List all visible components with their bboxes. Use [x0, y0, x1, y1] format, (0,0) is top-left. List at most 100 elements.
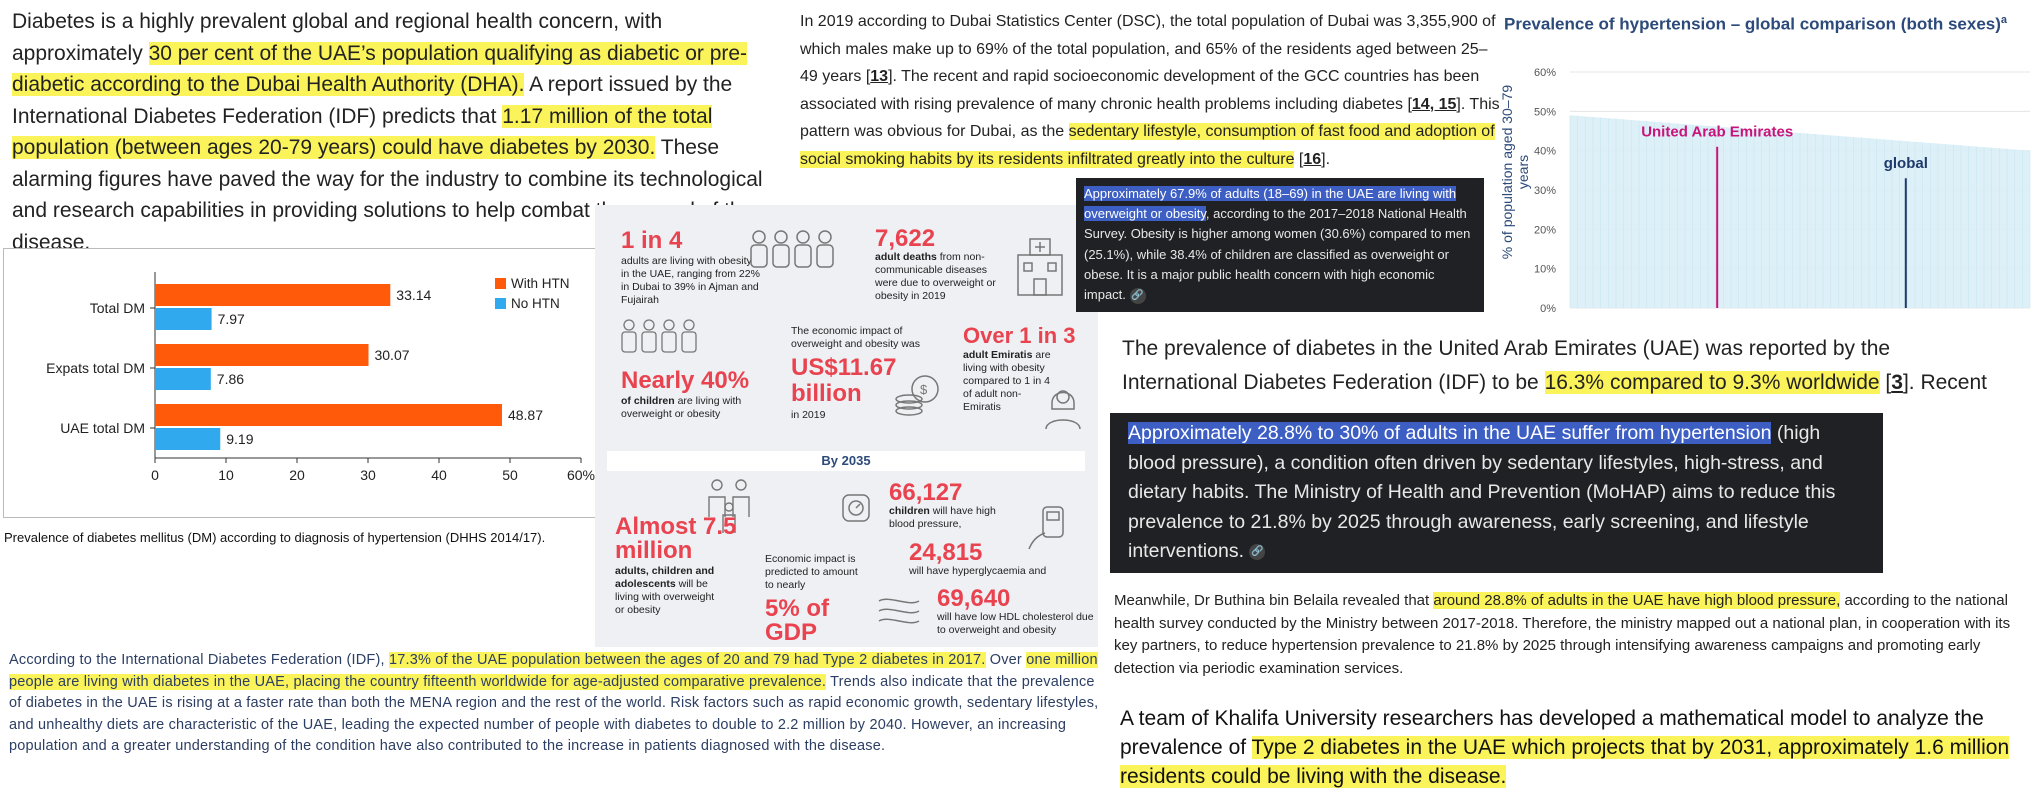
stat-text: adult deaths from non-communicable disea…: [875, 251, 996, 302]
obesity-infographic: 1 in 4 adults are living with obesity in…: [595, 205, 1098, 647]
stat-5-gdp: 5% of GDP: [765, 595, 830, 646]
diabetes-bar-chart: 0 10 20 30 40 50 60% Total DM 33.14 7.97 Expats to…: [3, 248, 597, 518]
stat-text: will have low HDL cholesterol due to ove…: [937, 611, 1094, 636]
stat-24815: 24,815: [909, 539, 983, 566]
blood-pressure-news-paragraph: Meanwhile, Dr Buthina bin Belaila reveal…: [1114, 590, 2034, 680]
text-span: Over: [985, 652, 1027, 668]
x-tick-label: 50: [502, 467, 518, 483]
y-tick-label: 0%: [1540, 303, 1556, 315]
reference-link[interactable]: 16: [1303, 150, 1322, 168]
category-label: Total DM: [90, 300, 145, 316]
bar: [155, 404, 502, 426]
person-headscarf-icon: [1045, 390, 1081, 430]
obesity-ai-summary: Approximately 67.9% of adults (18–69) in…: [1076, 178, 1484, 312]
stat-text: will have hyperglycaemia and: [909, 565, 1047, 577]
legend-swatch: [495, 278, 506, 289]
bar: [155, 308, 212, 330]
hypertension-ai-summary: Approximately 28.8% to 30% of adults in …: [1110, 413, 1883, 573]
x-tick-label: 60%: [567, 467, 595, 483]
stat-7-5-million: Almost 7.5 million: [615, 513, 737, 564]
stat-1-in-4: 1 in 4: [621, 227, 683, 254]
x-tick-label: 40: [431, 467, 447, 483]
dubai-statistics-paragraph: In 2019 according to Dubai Statistics Ce…: [800, 8, 1500, 173]
y-tick-label: 30%: [1534, 185, 1556, 197]
chart-caption: Prevalence of diabetes mellitus (DM) acc…: [4, 530, 546, 545]
y-tick-label: 40%: [1534, 146, 1556, 158]
bar: [155, 344, 369, 366]
diabetes-bar-plot: 0 10 20 30 40 50 60% Total DM 33.14 7.97 Expats to…: [3, 248, 597, 518]
legend-label: No HTN: [511, 296, 560, 311]
text-span: The prevalence of diabetes in the United…: [1122, 337, 1891, 394]
x-tick-label: 30: [360, 467, 376, 483]
bar: [155, 368, 211, 390]
by-2035-banner: By 2035: [607, 451, 1085, 471]
text-span: (high blood pressure), a condition often…: [1128, 422, 1836, 562]
text-span: ]. Recent studies in UAE: [1902, 371, 1987, 394]
y-tick-label: 10%: [1534, 264, 1556, 276]
text-span: Trends also indicate that the prevalence…: [9, 673, 1099, 755]
data-label: 33.14: [396, 287, 431, 303]
stat-nearly-40: Nearly 40%: [621, 367, 750, 394]
highlight-hypertension: Approximately 28.8% to 30% of adults in …: [1128, 422, 1772, 444]
people-icon: [750, 230, 834, 268]
cholesterol-icon: [878, 598, 920, 624]
stat-7622: 7,622: [875, 225, 936, 252]
text-span: A report issued by the International Dia…: [12, 73, 733, 128]
text-span: According to the International Diabetes …: [9, 652, 389, 668]
category-label: Expats total DM: [46, 360, 145, 376]
text-span: ]. This pattern was obvious for Dubai, a…: [800, 95, 1500, 141]
text-span: In 2019 according to Dubai Statistics Ce…: [800, 13, 1496, 85]
stat-text: adults, children and adolescents will be…: [615, 565, 715, 616]
stat-economic: US$11.67 billion: [791, 354, 897, 407]
legend-label: With HTN: [511, 276, 570, 291]
blood-pressure-icon: [842, 494, 870, 522]
bar: [155, 428, 221, 450]
link-icon[interactable]: 🔗: [1249, 543, 1266, 560]
text-span: [: [1294, 150, 1304, 168]
children-icon: [621, 319, 697, 353]
svg-text:$: $: [920, 382, 928, 397]
text-span: ]. The recent and rapid socioeconomic de…: [800, 68, 1480, 113]
stat-text: of children are living with overweight o…: [621, 395, 742, 420]
hypertension-plot: 0% 10% 20% 30% 40% 50% 60% United Arab Emirates…: [1534, 67, 2031, 315]
family-icon: [708, 479, 750, 533]
highlight-blood-pressure: around 28.8% of adults in the UAE have h…: [1433, 592, 1841, 609]
y-tick-label: 60%: [1534, 67, 1556, 79]
legend-swatch: [495, 298, 506, 309]
data-label: 7.86: [217, 371, 244, 387]
stat-over-1-in-3: Over 1 in 3: [963, 323, 1076, 348]
reference-link[interactable]: 3: [1891, 371, 1903, 394]
chart-title: Prevalence of hypertension – global comp…: [1504, 14, 2008, 34]
text-span: These alarming figures have paved the wa…: [12, 136, 763, 254]
reference-link[interactable]: 13: [870, 68, 889, 85]
hospital-icon: [1017, 238, 1063, 296]
diabetes-overview-paragraph: Diabetes is a highly prevalent global an…: [12, 6, 792, 258]
text-span: ].: [1321, 150, 1331, 168]
coins-icon: $: [895, 375, 939, 416]
uae-diabetes-prevalence-paragraph: The prevalence of diabetes in the United…: [1122, 332, 2002, 394]
stat-66127: 66,127: [889, 479, 963, 506]
x-tick-label: 10: [218, 467, 234, 483]
stat-text: adults are living with obesity in the UA…: [621, 255, 760, 306]
hypertension-chart: Prevalence of hypertension – global comp…: [1499, 6, 2036, 316]
glucose-meter-icon: [1028, 506, 1064, 550]
bar: [155, 284, 391, 306]
y-tick-label: 20%: [1534, 224, 1556, 236]
link-icon[interactable]: 🔗: [1129, 287, 1146, 304]
highlight-projection-2031: Type 2 diabetes in the UAE which project…: [1120, 736, 2010, 788]
text-span: Diabetes is a highly prevalent global an…: [12, 10, 663, 65]
stat-text: in 2019: [791, 409, 826, 421]
highlight-idf-prevalence: 16.3% compared to 9.3% worldwide: [1544, 371, 1880, 394]
data-label: 9.19: [226, 431, 253, 447]
text-span: A team of Khalifa University researchers…: [1120, 707, 1984, 759]
x-tick-label: 20: [289, 467, 305, 483]
stat-text: Economic impact is predicted to amount t…: [765, 553, 858, 591]
highlight-type2-2017: 17.3% of the UAE population between the …: [388, 652, 986, 668]
text-span: according to the national health survey …: [1114, 592, 2011, 677]
stat-text: The economic impact of overweight and ob…: [791, 325, 920, 350]
data-label: 30.07: [374, 347, 409, 363]
text-span: Meanwhile, Dr Buthina bin Belaila reveal…: [1114, 592, 1434, 609]
marker-label: United Arab Emirates: [1641, 124, 1793, 141]
category-label: UAE total DM: [60, 420, 145, 436]
reference-link[interactable]: 14, 15: [1411, 95, 1457, 113]
